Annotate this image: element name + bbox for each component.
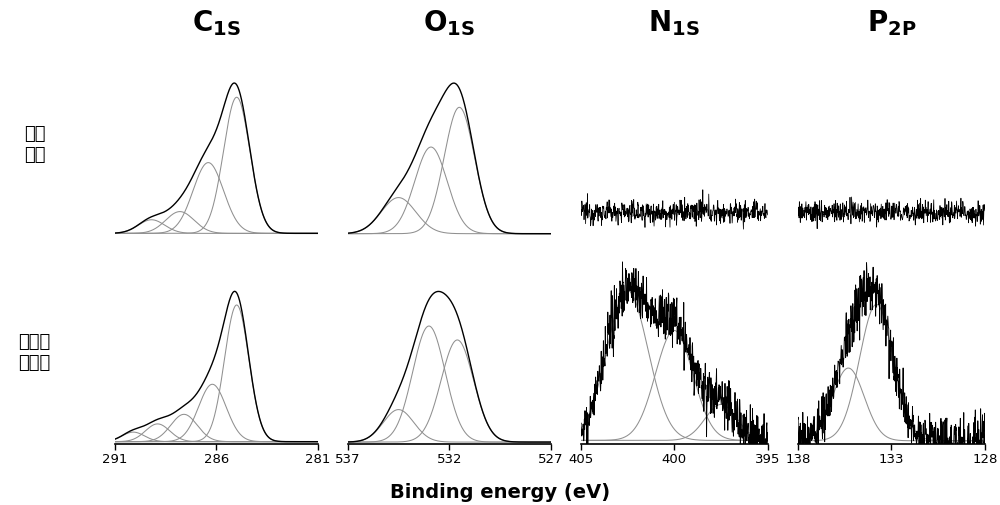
Text: C$_{\mathregular{1S}}$: C$_{\mathregular{1S}}$ (192, 8, 241, 38)
Text: N$_{\mathregular{1S}}$: N$_{\mathregular{1S}}$ (648, 8, 700, 38)
Text: 改性聚
碳酸酯: 改性聚 碳酸酯 (18, 333, 51, 372)
Text: 聚碳
酸酯: 聚碳 酸酯 (24, 125, 45, 164)
Text: O$_{\mathregular{1S}}$: O$_{\mathregular{1S}}$ (423, 8, 475, 38)
Text: P$_{\mathregular{2P}}$: P$_{\mathregular{2P}}$ (867, 8, 916, 38)
Text: Binding energy (eV): Binding energy (eV) (390, 483, 610, 502)
